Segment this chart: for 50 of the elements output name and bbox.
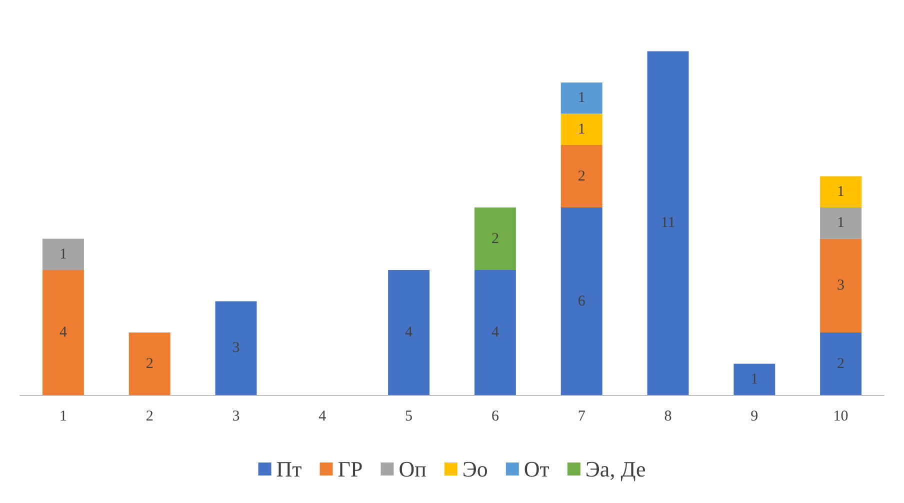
data-label: 2 [491,230,499,247]
bar [560,145,602,208]
data-label: 2 [146,356,154,372]
x-tick-label: 8 [664,408,672,424]
data-label: 1 [578,121,586,138]
bar [734,364,776,395]
data-label: 3 [837,278,845,294]
data-label: 4 [405,324,414,340]
legend-label: ГР [338,456,363,482]
x-tick-label: 1 [59,408,67,424]
data-label: 2 [837,356,845,372]
bar [474,270,516,395]
data-label: 3 [232,340,240,356]
legend-label: Эо [462,456,488,482]
bar [42,270,84,395]
data-label: 4 [59,324,68,340]
bar [388,270,430,395]
bar [128,332,170,395]
x-tick-label: 6 [491,408,500,424]
data-label: 1 [837,215,845,232]
x-tick-label: 7 [578,408,586,424]
data-label: 1 [59,246,67,262]
x-tick-label: 2 [146,408,154,424]
legend-label: Оп [398,456,427,482]
legend-label: Эа, Де [585,456,646,482]
bar [42,238,84,270]
data-label: 1 [750,371,758,388]
bar [215,301,257,395]
bar [647,51,689,395]
bar [474,208,516,270]
data-label: 1 [578,90,586,106]
x-tick-label: 4 [318,408,327,424]
data-label: 4 [491,324,500,340]
bar [820,176,862,208]
data-label: 11 [660,215,676,232]
x-tick-label: 9 [750,408,758,424]
bar [820,208,862,239]
data-label: 2 [578,168,586,184]
bar [560,208,602,395]
bar [560,82,602,114]
data-label: 6 [578,293,586,310]
bar [820,238,862,332]
legend-label: Пт [276,456,302,482]
bar [820,332,862,395]
legend-label: От [524,456,550,482]
x-tick-label: 3 [232,408,240,424]
x-tick-label: 5 [405,408,413,424]
bar [560,114,602,145]
data-label: 1 [837,184,845,200]
x-tick-label: 10 [833,408,848,424]
